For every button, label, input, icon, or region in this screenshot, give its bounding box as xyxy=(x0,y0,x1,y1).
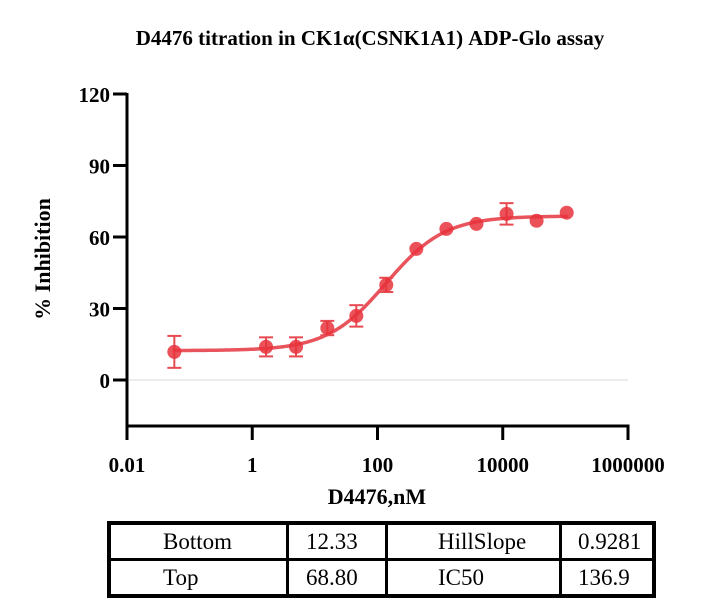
data-marker xyxy=(499,206,514,221)
data-point xyxy=(379,276,394,294)
y-tick-label: 30 xyxy=(89,298,110,322)
data-marker xyxy=(167,344,182,359)
x-tick-label: 100 xyxy=(362,453,394,477)
y-axis-title: % Inhibition xyxy=(30,198,55,320)
param-name-top: Top xyxy=(107,558,289,598)
fit-curve xyxy=(172,214,569,353)
data-marker xyxy=(469,216,484,231)
data-marker xyxy=(349,308,364,323)
data-point xyxy=(499,202,514,226)
data-point xyxy=(409,241,424,256)
table-row: Bottom 12.33 HillSlope 0.9281 xyxy=(107,521,656,561)
y-tick-label: 120 xyxy=(79,83,111,107)
data-marker xyxy=(529,213,544,228)
data-marker xyxy=(439,221,454,236)
x-tick-label: 1 xyxy=(247,453,258,477)
data-marker xyxy=(409,241,424,256)
data-marker xyxy=(379,277,394,292)
data-point xyxy=(529,213,544,228)
param-name-bottom: Bottom xyxy=(107,521,289,561)
data-marker xyxy=(289,339,304,354)
data-point xyxy=(320,319,335,337)
table-row: Top 68.80 IC50 136.9 xyxy=(107,558,656,598)
data-marker xyxy=(259,339,274,354)
data-point xyxy=(289,336,304,358)
y-tick-label: 60 xyxy=(89,226,110,250)
data-marker xyxy=(559,205,574,220)
data-point xyxy=(559,205,574,220)
param-name-ic50: IC50 xyxy=(385,558,562,598)
param-value-hillslope: 0.9281 xyxy=(559,521,656,561)
y-tick-label: 0 xyxy=(100,369,111,393)
param-value-bottom: 12.33 xyxy=(286,521,388,561)
x-tick-label: 10000 xyxy=(477,453,530,477)
param-name-hillslope: HillSlope xyxy=(385,521,562,561)
data-point xyxy=(349,304,364,328)
param-value-ic50: 136.9 xyxy=(559,558,656,598)
param-value-top: 68.80 xyxy=(286,558,388,598)
fit-parameters-table: Bottom 12.33 HillSlope 0.9281 Top 68.80 … xyxy=(107,521,656,598)
x-tick-label: 1000000 xyxy=(591,453,665,477)
x-tick-label: 0.01 xyxy=(109,453,146,477)
data-point xyxy=(439,221,454,236)
chart-title: D4476 titration in CK1α(CSNK1A1) ADP-Glo… xyxy=(135,26,605,50)
y-tick-label: 90 xyxy=(89,155,110,179)
data-point xyxy=(167,334,182,369)
data-point xyxy=(259,336,274,358)
data-point xyxy=(469,216,484,231)
data-marker xyxy=(320,321,335,336)
x-axis-title: D4476,nM xyxy=(328,484,427,509)
